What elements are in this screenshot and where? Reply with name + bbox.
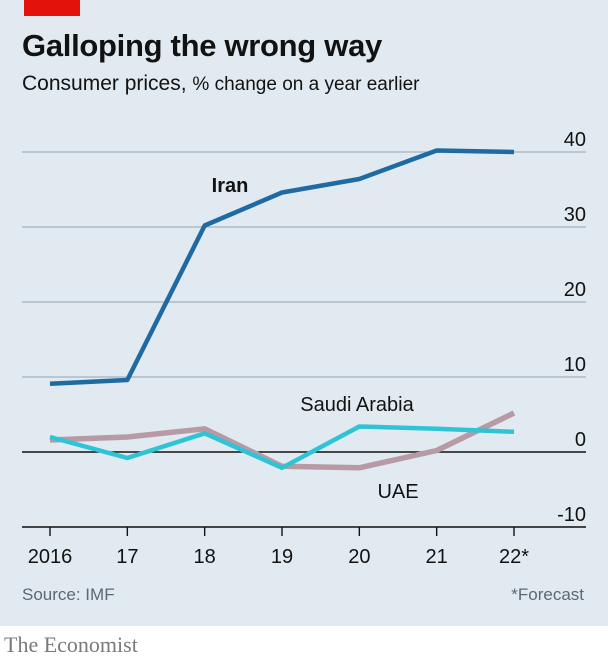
forecast-footnote: *Forecast <box>511 585 584 604</box>
x-axis: 2016 17 18 19 20 21 22* <box>22 526 586 568</box>
y-tick-label: 30 <box>564 204 586 226</box>
chart-title: Galloping the wrong way <box>22 28 382 63</box>
x-tick-label: 22* <box>499 546 529 568</box>
series-line-uae <box>49 410 516 471</box>
y-tick-label: 40 <box>564 129 586 151</box>
chart-panel <box>0 0 608 626</box>
line-chart: 40 30 20 10 0 -10 2016 17 18 19 20 21 22* Iran UAE Sa… <box>22 129 586 568</box>
series-lines <box>49 148 516 471</box>
x-tick-label: 20 <box>348 546 370 568</box>
y-tick-label: 10 <box>564 354 586 376</box>
y-tick-labels: 40 30 20 10 0 -10 <box>557 129 586 526</box>
economist-logo: The Economist <box>4 632 138 657</box>
subtitle-unit: % change on a year earlier <box>192 74 420 95</box>
x-tick-label: 18 <box>194 546 216 568</box>
series-label-uae: UAE <box>377 481 418 503</box>
x-tick-label: 2016 <box>28 546 73 568</box>
series-line-iran <box>49 148 515 387</box>
x-tick-label: 21 <box>426 546 448 568</box>
source-note: Source: IMF <box>22 585 115 604</box>
y-tick-label: -10 <box>557 504 586 526</box>
brand-red-bar <box>24 0 80 16</box>
x-tick-label: 19 <box>271 546 293 568</box>
y-tick-label: 20 <box>564 279 586 301</box>
y-tick-label: 0 <box>575 429 586 451</box>
chart-subtitle: Consumer prices, % change on a year earl… <box>22 72 420 96</box>
x-tick-label: 17 <box>116 546 138 568</box>
series-label-iran: Iran <box>212 175 249 197</box>
gridlines <box>22 151 586 528</box>
subtitle-main: Consumer prices, <box>22 72 187 95</box>
series-labels: Iran UAE Saudi Arabia <box>212 175 419 503</box>
series-label-saudi-arabia: Saudi Arabia <box>300 394 414 416</box>
